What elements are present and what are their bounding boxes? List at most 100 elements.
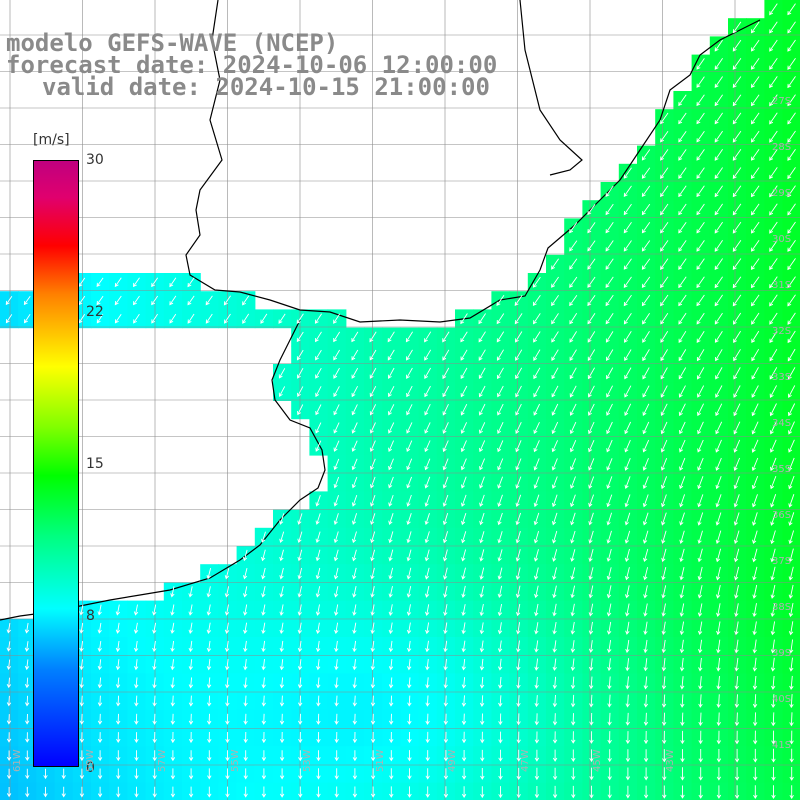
wind-arrow	[279, 713, 285, 725]
wind-arrow	[662, 767, 667, 781]
wind-arrow	[242, 313, 250, 324]
wind-arrow	[134, 768, 139, 780]
wind-arrow	[424, 331, 432, 343]
wind-arrow	[661, 621, 666, 635]
wind-arrow	[696, 185, 705, 198]
wind-arrow	[480, 749, 485, 762]
wind-arrow	[333, 313, 341, 324]
wind-arrow	[643, 603, 648, 617]
wind-arrow	[551, 367, 559, 380]
wind-arrow	[169, 295, 177, 306]
wind-arrow	[461, 531, 467, 544]
wind-arrow	[61, 768, 66, 780]
wind-arrow	[388, 513, 394, 526]
wind-arrow	[443, 731, 449, 744]
wind-arrow	[588, 585, 594, 599]
wind-arrow	[697, 439, 704, 453]
wind-arrow	[588, 458, 595, 471]
wind-arrow	[587, 367, 595, 380]
wind-arrow	[61, 786, 66, 798]
wind-arrow	[787, 258, 796, 271]
wind-arrow	[352, 659, 357, 671]
wind-arrow	[589, 712, 594, 726]
wind-arrow	[352, 768, 358, 780]
wind-arrow	[751, 475, 759, 490]
wind-arrow	[334, 786, 339, 798]
wind-arrow	[787, 21, 796, 34]
wind-arrow	[660, 276, 669, 289]
wind-arrow	[388, 476, 394, 489]
wind-arrow	[370, 513, 376, 525]
wind-arrow	[751, 221, 760, 234]
wind-arrow	[442, 549, 448, 562]
wind-arrow	[424, 385, 431, 398]
wind-arrow	[569, 385, 577, 398]
wind-arrow	[406, 659, 412, 671]
wind-arrow	[679, 494, 686, 508]
wind-arrow	[334, 768, 339, 780]
wind-arrow	[352, 586, 357, 598]
wind-arrow	[769, 94, 778, 107]
wind-arrow	[425, 659, 430, 671]
wind-arrow	[152, 659, 157, 671]
wind-arrow	[551, 385, 559, 398]
wind-arrow	[787, 312, 796, 325]
wind-arrow	[388, 622, 394, 635]
wind-arrow	[623, 185, 632, 198]
wind-arrow	[24, 622, 30, 634]
wind-arrow	[478, 422, 486, 434]
wind-arrow	[315, 640, 321, 653]
wind-arrow	[732, 185, 742, 198]
wind-arrow	[425, 786, 430, 798]
wind-arrow	[479, 458, 486, 471]
wind-arrow	[641, 294, 651, 307]
wind-arrow	[534, 676, 539, 689]
wind-arrow	[79, 786, 85, 798]
wind-arrow	[296, 331, 304, 343]
wind-arrow	[569, 276, 578, 288]
wind-arrow	[642, 331, 650, 343]
wind-arrow	[753, 748, 758, 763]
wind-arrow	[516, 749, 521, 762]
wind-arrow	[751, 494, 758, 508]
wind-arrow	[660, 331, 669, 343]
wind-arrow	[480, 713, 485, 726]
wind-arrow	[769, 112, 778, 125]
wind-arrow	[679, 585, 685, 599]
wind-arrow	[662, 730, 667, 745]
wind-arrow	[788, 584, 794, 599]
wind-arrow	[732, 76, 742, 89]
wind-arrow	[696, 203, 705, 216]
wind-arrow	[607, 731, 612, 744]
wind-arrow	[623, 167, 632, 179]
wind-arrow	[752, 675, 758, 690]
wind-arrow	[242, 567, 248, 580]
wind-arrow	[443, 713, 448, 725]
wind-arrow	[461, 567, 466, 580]
wind-arrow	[352, 731, 358, 744]
wind-arrow	[732, 294, 742, 307]
wind-arrow	[498, 695, 503, 707]
wind-arrow	[732, 130, 742, 143]
wind-arrow	[43, 786, 48, 798]
wind-arrow	[370, 640, 375, 653]
wind-arrow	[623, 294, 632, 307]
wind-arrow	[680, 749, 685, 763]
wind-arrow	[678, 94, 687, 107]
wind-arrow	[607, 640, 612, 653]
wind-arrow	[588, 640, 594, 653]
wind-arrow	[769, 421, 777, 435]
wind-arrow	[442, 385, 450, 398]
wind-arrow	[605, 222, 614, 234]
wind-arrow	[79, 622, 84, 634]
wind-arrow	[716, 712, 721, 727]
wind-arrow	[697, 494, 704, 508]
wind-arrow	[625, 676, 630, 690]
wind-arrow	[678, 385, 686, 398]
wind-arrow	[625, 785, 631, 799]
wind-arrow	[769, 385, 777, 398]
wind-arrow	[116, 695, 121, 707]
wind-arrow	[152, 786, 157, 798]
wind-arrow	[696, 294, 705, 307]
wind-arrow	[188, 604, 193, 616]
